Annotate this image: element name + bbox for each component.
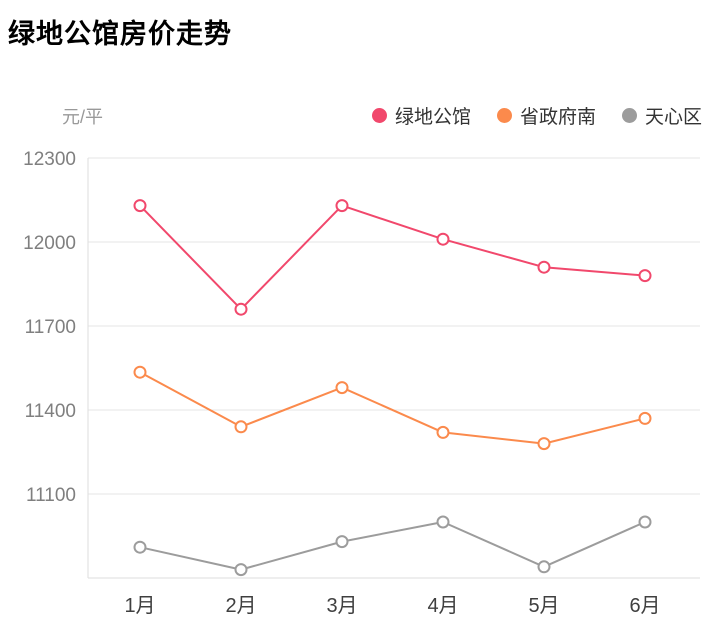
data-point-marker[interactable] [537, 560, 551, 574]
legend-label: 省政府南 [519, 107, 596, 128]
data-point-marker[interactable] [436, 515, 450, 529]
legend-dot-icon [621, 108, 637, 123]
data-point-marker[interactable] [133, 199, 147, 213]
y-axis-tick-label: 11700 [25, 317, 76, 338]
y-axis-tick-label: 12300 [23, 149, 76, 170]
x-axis-tick-label: 3月 [326, 595, 357, 617]
data-point-marker[interactable] [537, 260, 551, 274]
x-axis-tick-label: 5月 [528, 595, 559, 617]
legend-dot-icon [371, 108, 387, 123]
data-point-marker[interactable] [133, 365, 147, 379]
x-axis-tick-label: 1月 [124, 595, 155, 617]
series-line [139, 204, 646, 311]
data-point-marker[interactable] [234, 420, 248, 434]
legend-label: 绿地公馆 [394, 107, 471, 128]
data-point-marker[interactable] [537, 437, 551, 451]
legend: 绿地公馆 省政府南 天心区 [371, 102, 702, 129]
legend-label: 天心区 [644, 107, 702, 128]
data-point-marker[interactable] [234, 563, 248, 577]
series-line [139, 521, 646, 571]
data-point-marker[interactable] [436, 232, 450, 246]
x-axis-tick-label: 2月 [225, 595, 256, 617]
data-point-marker[interactable] [436, 425, 450, 439]
x-axis-tick-label: 6月 [629, 595, 660, 617]
data-point-marker[interactable] [335, 381, 349, 395]
chart-header: 元/平 绿地公馆 省政府南 天心区 [0, 102, 718, 129]
y-axis-tick-label: 11400 [25, 401, 76, 422]
data-point-marker[interactable] [638, 515, 652, 529]
data-point-marker[interactable] [234, 302, 248, 316]
y-axis-tick-label: 12000 [23, 233, 76, 254]
legend-item-shengzhengfunan[interactable]: 省政府南 [496, 102, 596, 129]
data-point-marker[interactable] [133, 540, 147, 554]
data-point-marker[interactable] [335, 199, 349, 213]
data-point-marker[interactable] [638, 269, 652, 283]
x-axis-tick-label: 4月 [427, 595, 458, 617]
legend-item-lvdigongguan[interactable]: 绿地公馆 [371, 102, 471, 129]
y-axis-unit-label: 元/平 [62, 106, 104, 127]
series-line [139, 371, 646, 445]
data-point-marker[interactable] [335, 535, 349, 549]
line-chart: 12300 12000 11700 11400 11100 1月 2月 3月 4月 5月 6月 [23, 149, 700, 617]
data-point-marker[interactable] [638, 411, 652, 425]
legend-dot-icon [496, 108, 512, 123]
y-axis-tick-label: 11100 [26, 485, 76, 506]
page-title: 绿地公馆房价走势 [8, 19, 232, 49]
legend-item-tianxinqu[interactable]: 天心区 [621, 102, 702, 129]
